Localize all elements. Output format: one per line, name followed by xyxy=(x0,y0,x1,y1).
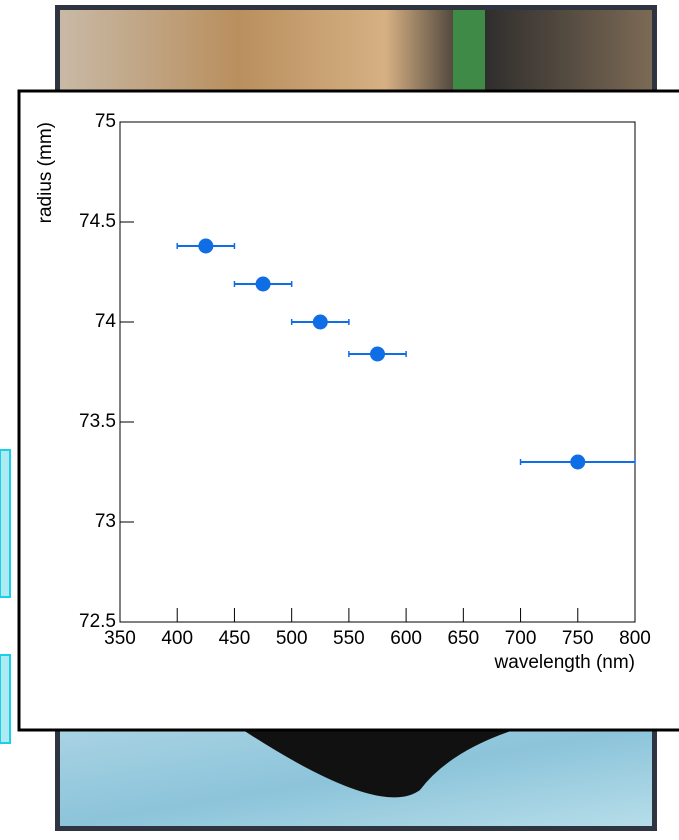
point xyxy=(312,314,328,330)
shadow xyxy=(240,728,520,798)
y-tick-label: 72.5 xyxy=(79,611,116,632)
x-tick-label: 650 xyxy=(447,628,479,649)
y-tick-label: 73 xyxy=(95,511,116,532)
chart: wavelength (nm) radius (mm) 350 400 450 500… xyxy=(35,111,651,673)
y-tick-label: 75 xyxy=(95,111,116,132)
point xyxy=(570,454,586,470)
x-tick-label: 700 xyxy=(505,628,537,649)
point xyxy=(255,276,271,292)
x-tick-label: 400 xyxy=(161,628,193,649)
y-tick-label: 73.5 xyxy=(79,411,116,432)
bottle xyxy=(453,10,485,92)
photo-top xyxy=(60,10,652,92)
y-tick-label: 74 xyxy=(95,311,117,332)
point xyxy=(198,238,214,254)
x-axis-label: wavelength (nm) xyxy=(494,652,635,673)
x-tick-label: 500 xyxy=(276,628,308,649)
x-tick-label: 350 xyxy=(104,628,136,649)
x-tick-label: 600 xyxy=(390,628,422,649)
side-tab xyxy=(0,449,11,598)
y-tick-label: 74.5 xyxy=(79,211,116,232)
side-tab xyxy=(0,654,11,744)
chart-panel xyxy=(17,89,679,732)
x-tick-label: 750 xyxy=(562,628,594,649)
x-tick-label: 550 xyxy=(333,628,365,649)
point xyxy=(370,346,385,362)
x-tick-label: 800 xyxy=(619,628,651,649)
x-tick-label: 450 xyxy=(219,628,251,649)
plot-frame xyxy=(119,121,636,623)
y-axis-label: radius (mm) xyxy=(35,122,56,223)
